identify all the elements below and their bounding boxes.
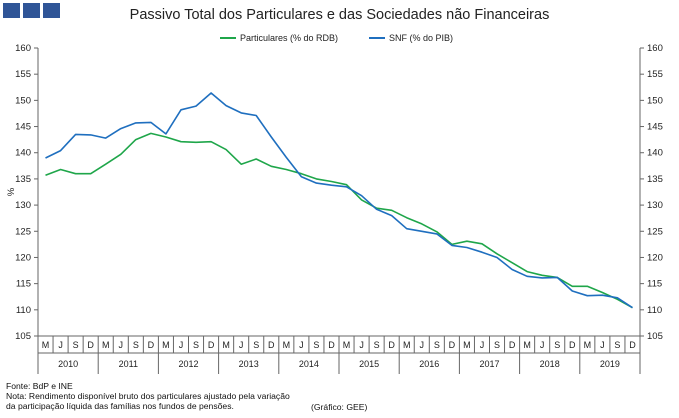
y-tick-label-left: 140 xyxy=(15,148,31,159)
quarter-label: D xyxy=(449,340,456,350)
quarter-label: D xyxy=(148,340,155,350)
y-tick-label-right: 110 xyxy=(647,305,662,316)
quarter-label: D xyxy=(509,340,516,350)
quarter-label: J xyxy=(299,340,304,350)
y-tick-label-right: 130 xyxy=(647,200,663,211)
quarter-label: S xyxy=(133,340,139,350)
y-tick-label-right: 115 xyxy=(647,279,662,290)
series-line-particulares xyxy=(45,132,633,309)
quarter-label: M xyxy=(283,340,291,350)
y-axis-label: % xyxy=(6,187,17,196)
source-note: Fonte: BdP e INE xyxy=(6,381,73,391)
year-label: 2012 xyxy=(178,359,198,369)
quarter-label: M xyxy=(463,340,471,350)
quarter-label: D xyxy=(328,340,335,350)
y-tick-label-left: 115 xyxy=(16,279,31,290)
quarter-label: S xyxy=(193,340,199,350)
y-tick-label-right: 145 xyxy=(647,122,663,133)
note-line-1: Nota: Rendimento disponível bruto dos pa… xyxy=(6,391,290,402)
quarter-label: S xyxy=(253,340,259,350)
y-tick-label-left: 120 xyxy=(15,252,31,263)
quarter-label: D xyxy=(629,340,636,350)
y-tick-label-right: 160 xyxy=(647,43,663,54)
y-tick-label-left: 105 xyxy=(15,331,31,342)
quarter-label: D xyxy=(569,340,576,350)
note-line-2: da participação líquida das famílias nos… xyxy=(6,401,234,412)
year-label: 2019 xyxy=(600,359,620,369)
y-tick-label-right: 140 xyxy=(647,148,663,159)
quarter-label: M xyxy=(102,340,110,350)
year-label: 2010 xyxy=(58,359,78,369)
chart-credit: (Gráfico: GEE) xyxy=(311,402,368,412)
quarter-label: J xyxy=(600,340,605,350)
y-tick-label-right: 105 xyxy=(647,331,663,342)
quarter-label: D xyxy=(268,340,275,350)
year-label: 2013 xyxy=(239,359,259,369)
quarter-label: M xyxy=(343,340,351,350)
logo-square xyxy=(23,3,40,18)
quarter-label: S xyxy=(313,340,319,350)
quarter-label: D xyxy=(388,340,395,350)
year-label: 2017 xyxy=(479,359,499,369)
year-label: 2016 xyxy=(419,359,439,369)
quarter-label: M xyxy=(523,340,531,350)
y-tick-label-left: 135 xyxy=(15,174,31,185)
quarter-label: S xyxy=(434,340,440,350)
quarter-label: M xyxy=(162,340,170,350)
quarter-label: M xyxy=(222,340,230,350)
y-tick-label-right: 135 xyxy=(647,174,663,185)
year-label: 2015 xyxy=(359,359,379,369)
quarter-label: S xyxy=(73,340,79,350)
quarter-label: S xyxy=(374,340,380,350)
y-tick-label-left: 160 xyxy=(15,43,31,54)
y-tick-label-left: 150 xyxy=(15,95,31,106)
logo-square xyxy=(3,3,20,18)
year-label: 2014 xyxy=(299,359,319,369)
quarter-label: D xyxy=(87,340,94,350)
quarter-label: S xyxy=(614,340,620,350)
year-label: 2018 xyxy=(540,359,560,369)
year-label: 2011 xyxy=(119,359,138,369)
quarter-label: M xyxy=(42,340,50,350)
quarter-label: J xyxy=(179,340,184,350)
quarter-label: M xyxy=(584,340,592,350)
quarter-label: J xyxy=(58,340,63,350)
logo-square xyxy=(43,3,60,18)
y-tick-label-right: 125 xyxy=(647,226,663,237)
y-tick-label-right: 155 xyxy=(647,69,663,80)
y-tick-label-left: 110 xyxy=(16,305,31,316)
legend-label: SNF (% do PIB) xyxy=(389,33,453,43)
y-tick-label-left: 125 xyxy=(15,226,31,237)
y-tick-label-left: 130 xyxy=(15,200,31,211)
quarter-label: J xyxy=(239,340,244,350)
quarter-label: D xyxy=(208,340,215,350)
chart-title: Passivo Total dos Particulares e das Soc… xyxy=(129,7,550,23)
y-tick-label-right: 120 xyxy=(647,252,663,263)
quarter-label: S xyxy=(494,340,500,350)
footnotes: Fonte: BdP e INE Nota: Rendimento dispon… xyxy=(6,381,290,412)
quarter-label: J xyxy=(119,340,124,350)
y-tick-label-left: 145 xyxy=(15,122,31,133)
series-line-snf xyxy=(45,92,633,309)
quarter-label: M xyxy=(403,340,411,350)
quarter-label: J xyxy=(480,340,485,350)
y-tick-label-left: 155 xyxy=(15,69,31,80)
quarter-label: J xyxy=(540,340,545,350)
quarter-label: J xyxy=(359,340,364,350)
logo xyxy=(3,3,60,18)
y-tick-label-right: 150 xyxy=(647,95,663,106)
quarter-label: J xyxy=(420,340,425,350)
legend-label: Particulares (% do RDB) xyxy=(240,33,338,43)
quarter-label: S xyxy=(554,340,560,350)
